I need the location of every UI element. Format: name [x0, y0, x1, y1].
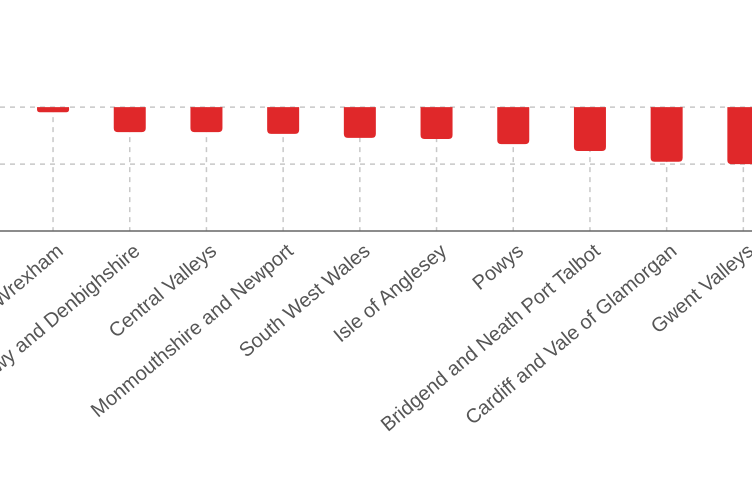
bar — [267, 107, 300, 134]
bar — [37, 107, 70, 113]
bar — [420, 107, 453, 139]
bar — [573, 107, 606, 151]
bar — [190, 107, 223, 133]
bar — [343, 107, 376, 138]
bar — [497, 107, 530, 145]
x-tick-label: Powys — [469, 240, 528, 295]
x-tick-label: South West Wales — [235, 240, 374, 362]
bar — [727, 107, 752, 165]
bar — [650, 107, 683, 162]
bar — [113, 107, 146, 133]
